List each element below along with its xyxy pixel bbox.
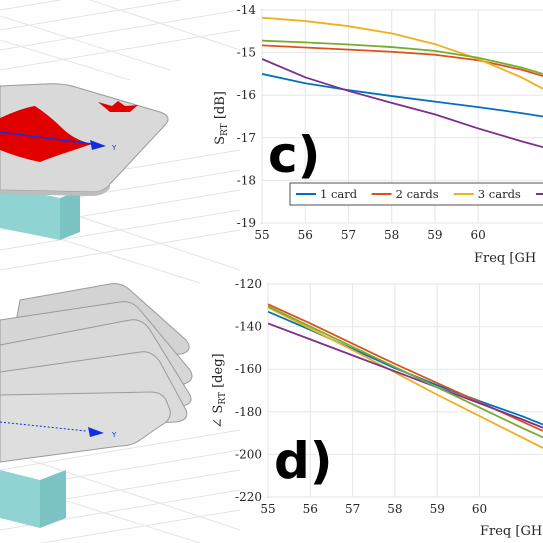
arrow-shaft (0, 131, 93, 145)
y-tick-label: -19 (237, 216, 256, 230)
legend-entry: 2 cards (396, 187, 439, 201)
y-tick-label: -15 (237, 46, 256, 60)
y-tick-label: -140 (235, 320, 262, 334)
x-tick-label: 60 (471, 228, 486, 242)
x-tick-label: 58 (384, 228, 399, 242)
panel-letter: c) (268, 126, 321, 184)
support-block (0, 185, 80, 240)
series-line-5 (268, 305, 543, 439)
y-tick-label: -160 (235, 362, 262, 376)
x-tick-label: 59 (427, 228, 442, 242)
x-axis-label: Freq [GH (480, 524, 542, 539)
arrow-head-icon (88, 427, 104, 437)
svg-text:Y: Y (111, 431, 117, 439)
legend-box (289, 182, 543, 206)
series-line-4 (262, 58, 543, 149)
simulation-render-five-cards: Y (0, 283, 241, 543)
series-line-3 (262, 16, 543, 90)
y-tick-label: -18 (237, 173, 256, 187)
panel-letter: d) (274, 432, 333, 490)
x-axis-label: Freq [GH (474, 251, 536, 266)
x-tick-label: 58 (387, 502, 402, 516)
series-line-2 (268, 303, 543, 432)
x-tick-label: 60 (472, 502, 487, 516)
y-tick-label: -200 (235, 447, 262, 461)
support-block (0, 470, 66, 528)
series-lines (262, 16, 543, 149)
y-tick-label: -17 (237, 131, 256, 145)
y-axis-label: SRT [dB] (213, 91, 230, 145)
plot-area (267, 283, 543, 498)
y-tick-label: -14 (237, 3, 257, 17)
x-tick-label: 59 (430, 502, 445, 516)
series-line-2 (262, 44, 543, 77)
chart-panel-c: 55 56 57 58 59 60 -19 -18 -17 -16 -15 -14 c) Freq [… (213, 3, 543, 266)
field-pattern (0, 106, 92, 162)
x-tick-label: 57 (345, 502, 360, 516)
arrow-shaft (0, 421, 87, 432)
tick-labels: 55 56 57 58 59 60 -19 -18 -17 -16 -15 -14 (237, 3, 486, 242)
legend-entry: 1 card (320, 187, 358, 201)
arrow-head-icon (90, 140, 106, 150)
tick-labels: 55 56 57 58 59 60 -220 -200 -180 -160 -140 -120 (235, 277, 487, 516)
series-line-5 (262, 39, 543, 75)
card-plate (0, 391, 171, 463)
series-line-1 (262, 73, 543, 118)
svg-text:Y: Y (111, 144, 117, 152)
x-tick-label: 56 (298, 228, 313, 242)
chart-panel-d: 55 56 57 58 59 60-220-200-180-160-140-120 d) … (211, 277, 543, 539)
y-tick-label: -220 (235, 490, 262, 504)
y-tick-label: -16 (237, 88, 256, 102)
legend-entry: 3 cards (478, 187, 521, 201)
series-lines (268, 303, 543, 449)
x-tick-label: 55 (254, 228, 269, 242)
simulation-render-single-card: Y (0, 0, 241, 284)
x-tick-label: 55 (260, 502, 275, 516)
series-line-4 (268, 322, 543, 429)
x-tick-label: 56 (303, 502, 318, 516)
series-line-3 (268, 306, 543, 449)
y-axis-label: ∠ SRT [deg] (211, 353, 228, 428)
y-tick-label: -120 (235, 277, 262, 291)
y-tick-label: -180 (235, 405, 262, 419)
x-tick-label: 57 (341, 228, 356, 242)
grid (267, 283, 543, 498)
